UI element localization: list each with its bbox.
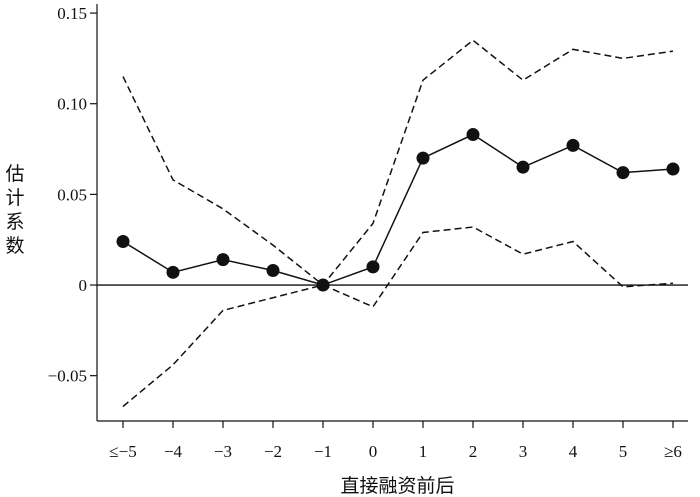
x-tick-label: 5 bbox=[619, 442, 628, 461]
y-tick-label: 0 bbox=[79, 276, 88, 295]
estimate-line bbox=[122, 133, 674, 286]
estimate-point bbox=[516, 160, 530, 174]
y-tick-label: 0.05 bbox=[57, 185, 87, 204]
estimate-point bbox=[566, 138, 580, 152]
x-tick-label: −2 bbox=[264, 442, 282, 461]
estimate-point bbox=[216, 253, 230, 267]
y-tick-label: −0.05 bbox=[48, 367, 87, 386]
estimate-point bbox=[666, 162, 680, 176]
x-tick-label: −4 bbox=[164, 442, 183, 461]
x-axis-title: 直接融资前后 bbox=[340, 475, 454, 497]
x-tick-label: −3 bbox=[214, 442, 232, 461]
x-tick-label: 4 bbox=[569, 442, 578, 461]
upper-bound-line bbox=[122, 39, 674, 287]
lower-bound-line bbox=[122, 226, 674, 408]
y-tick-label: 0.10 bbox=[57, 95, 87, 114]
estimate-point bbox=[316, 278, 330, 292]
x-tick-label: 2 bbox=[469, 442, 478, 461]
x-tick-label: 1 bbox=[419, 442, 428, 461]
y-axis-title: 估计系数 bbox=[5, 163, 24, 257]
estimate-point bbox=[466, 128, 480, 142]
estimate-point bbox=[116, 235, 130, 249]
estimate-point bbox=[366, 260, 380, 274]
estimate-point bbox=[266, 264, 280, 278]
estimate-point bbox=[416, 151, 430, 165]
estimate-point bbox=[616, 166, 630, 180]
x-tick-label: 0 bbox=[369, 442, 378, 461]
x-tick-label: ≥6 bbox=[664, 442, 682, 461]
estimate-point bbox=[166, 265, 180, 279]
x-tick-label: ≤−5 bbox=[109, 442, 136, 461]
x-tick-label: 3 bbox=[519, 442, 528, 461]
y-tick-label: 0.15 bbox=[57, 4, 87, 23]
x-tick-label: −1 bbox=[314, 442, 332, 461]
